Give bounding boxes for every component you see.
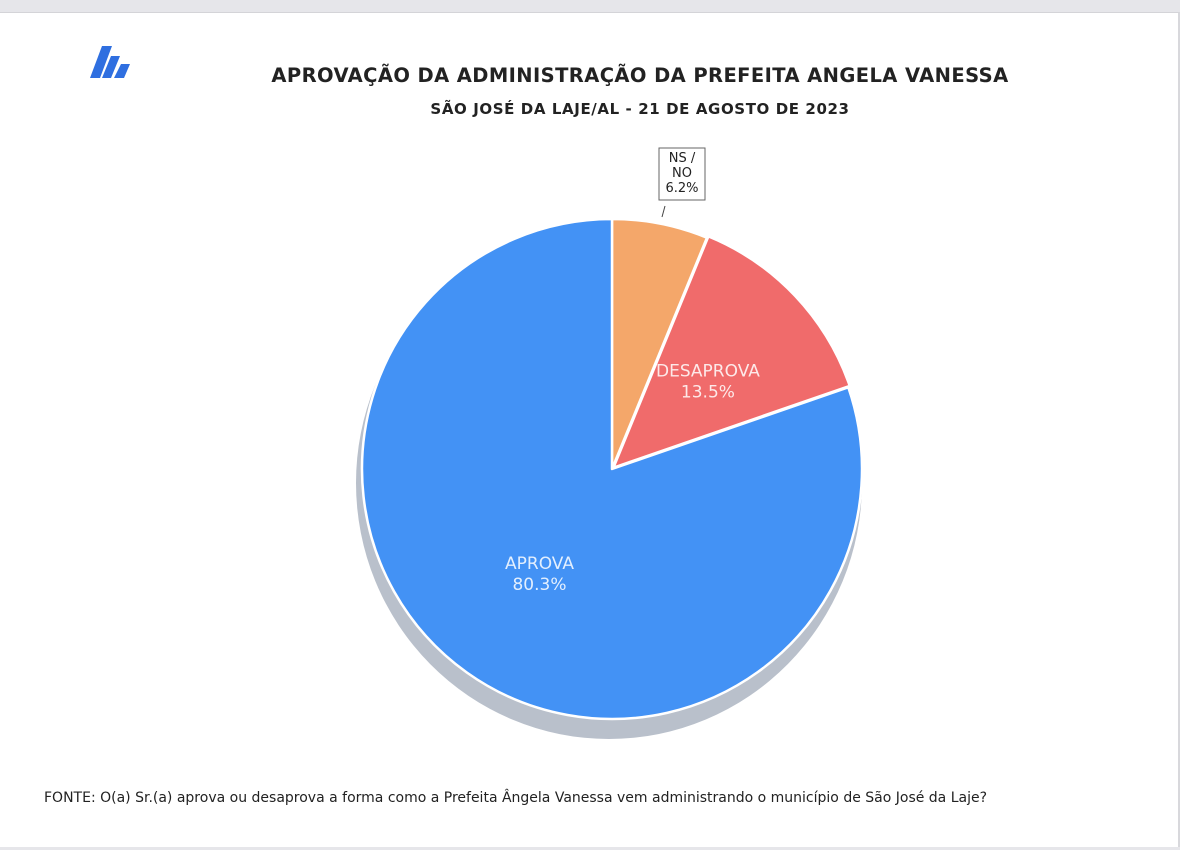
callout-category-ns-no-0: NS /: [669, 151, 696, 166]
chart-title: APROVAÇÃO DA ADMINISTRAÇÃO DA PREFEITA A…: [271, 64, 1009, 87]
slice-label-aprova: APROVA: [505, 554, 574, 574]
callout-box-ns-no: [658, 147, 706, 201]
chart-subtitle: SÃO JOSÉ DA LAJE/AL - 21 DE AGOSTO DE 20…: [430, 100, 850, 118]
callout-leader-ns-no: [661, 205, 666, 218]
source-note: FONTE: O(a) Sr.(a) aprova ou desaprova a…: [44, 790, 988, 806]
slice-desaprova[interactable]: [612, 235, 851, 469]
slice-aprova[interactable]: [360, 217, 864, 721]
slice-value-desaprova: 13.5%: [681, 382, 735, 402]
slice-label-desaprova: DESAPROVA: [656, 361, 760, 381]
company-logo-icon: [90, 46, 130, 78]
callout-value-ns-no: 6.2%: [665, 181, 698, 196]
slice-value-aprova: 80.3%: [512, 575, 566, 595]
callout-category-ns-no-1: NO: [672, 166, 692, 181]
